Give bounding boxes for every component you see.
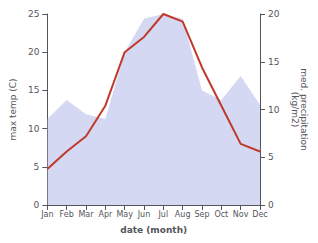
svg-text:(kg/m2): (kg/m2) bbox=[290, 92, 300, 127]
svg-text:0: 0 bbox=[34, 200, 40, 210]
svg-text:20: 20 bbox=[268, 9, 280, 19]
svg-text:date (month): date (month) bbox=[120, 225, 187, 235]
svg-text:25: 25 bbox=[28, 9, 39, 19]
svg-text:max temp (C): max temp (C) bbox=[8, 78, 18, 140]
svg-text:20: 20 bbox=[28, 47, 40, 57]
svg-text:Dec: Dec bbox=[252, 210, 267, 219]
svg-text:10: 10 bbox=[28, 124, 40, 134]
svg-text:May: May bbox=[116, 210, 133, 219]
svg-text:15: 15 bbox=[28, 85, 39, 95]
svg-text:5: 5 bbox=[34, 162, 40, 172]
svg-text:Apr: Apr bbox=[98, 210, 113, 219]
svg-text:0: 0 bbox=[268, 200, 274, 210]
svg-text:med. precipitation: med. precipitation bbox=[298, 68, 309, 151]
svg-text:10: 10 bbox=[268, 105, 280, 115]
svg-text:Mar: Mar bbox=[78, 210, 94, 219]
svg-text:Jan: Jan bbox=[40, 210, 53, 219]
svg-text:Feb: Feb bbox=[60, 210, 74, 219]
svg-text:Jul: Jul bbox=[158, 210, 169, 219]
svg-text:Sep: Sep bbox=[194, 210, 209, 219]
svg-text:15: 15 bbox=[268, 57, 279, 67]
svg-text:Nov: Nov bbox=[233, 210, 249, 219]
svg-text:5: 5 bbox=[268, 152, 274, 162]
svg-text:Aug: Aug bbox=[175, 210, 191, 219]
svg-text:Jun: Jun bbox=[137, 210, 151, 219]
svg-text:Oct: Oct bbox=[214, 210, 228, 219]
